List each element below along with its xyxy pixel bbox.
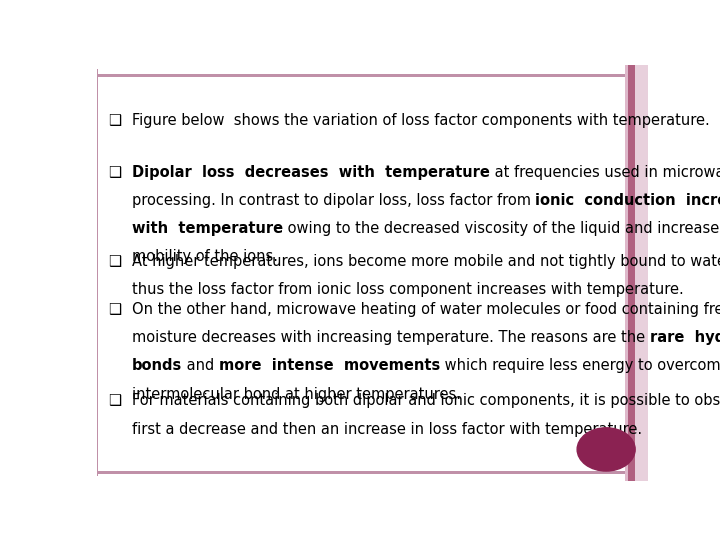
Text: processing. In contrast to dipolar loss, loss factor from: processing. In contrast to dipolar loss,…	[132, 193, 536, 208]
Text: ❑: ❑	[109, 393, 122, 408]
Text: at frequencies used in microwave: at frequencies used in microwave	[490, 165, 720, 180]
Bar	[96, 69, 99, 476]
Text: On the other hand, microwave heating of water molecules or food containing free: On the other hand, microwave heating of …	[132, 302, 720, 317]
Bar	[96, 471, 624, 474]
Text: Figure below  shows the variation of loss factor components with temperature.: Figure below shows the variation of loss…	[132, 113, 710, 127]
Text: and: and	[182, 359, 219, 373]
Text: intermolecular bond at higher temperatures.: intermolecular bond at higher temperatur…	[132, 387, 461, 402]
Text: rare  hydrogen: rare hydrogen	[649, 330, 720, 345]
Text: moisture decreases with increasing temperature. The reasons are the: moisture decreases with increasing tempe…	[132, 330, 649, 345]
Text: bonds: bonds	[132, 359, 182, 373]
Text: thus the loss factor from ionic loss component increases with temperature.: thus the loss factor from ionic loss com…	[132, 282, 683, 297]
Text: ionic  conduction  increases: ionic conduction increases	[536, 193, 720, 208]
Bar	[635, 65, 648, 481]
Text: which require less energy to overcome: which require less energy to overcome	[440, 359, 720, 373]
Text: For materials containing both dipolar and ionic components, it is possible to ob: For materials containing both dipolar an…	[132, 393, 720, 408]
Text: owing to the decreased viscosity of the liquid and increased: owing to the decreased viscosity of the …	[283, 221, 720, 236]
Text: mobility of the ions.: mobility of the ions.	[132, 249, 278, 265]
Text: ❑: ❑	[109, 165, 122, 180]
Text: more  intense  movements: more intense movements	[219, 359, 440, 373]
Text: ❑: ❑	[109, 113, 122, 127]
Text: Dipolar  loss  decreases  with  temperature: Dipolar loss decreases with temperature	[132, 165, 490, 180]
Circle shape	[577, 428, 635, 471]
Bar	[96, 74, 624, 77]
Bar	[624, 65, 648, 481]
Text: ❑: ❑	[109, 302, 122, 317]
Text: first a decrease and then an increase in loss factor with temperature.: first a decrease and then an increase in…	[132, 422, 642, 436]
Text: ❑: ❑	[109, 254, 122, 269]
Text: with  temperature: with temperature	[132, 221, 283, 236]
Text: At higher temperatures, ions become more mobile and not tightly bound to water, : At higher temperatures, ions become more…	[132, 254, 720, 269]
Bar	[629, 65, 635, 481]
